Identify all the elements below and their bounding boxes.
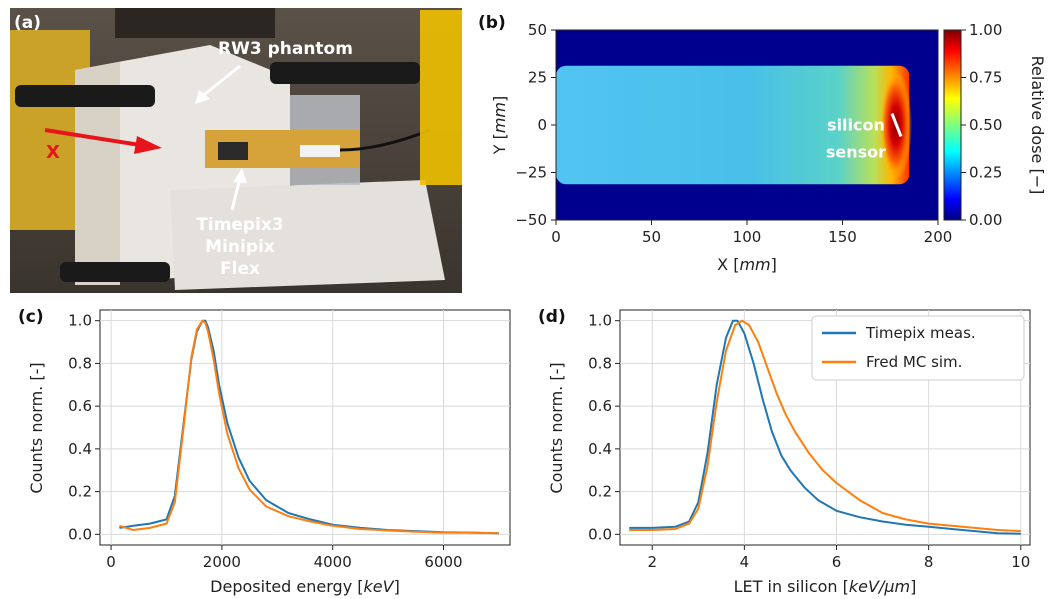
heatmap-x-tick-label: 150 [828,228,857,246]
sensor-chip [218,142,248,160]
panel-b-heatmap: (b) silicon sensor 0 50 100 150 200 50 25 0 −25… [478,13,1047,274]
panel-c-grid [100,310,510,545]
panel-d-y-axis-label: Counts norm. [-] [547,362,566,493]
heatmap-y-ticks: 50 25 0 −25 −50 [515,21,556,229]
yellow-support [420,10,462,185]
x-tick-label: 2 [647,553,657,571]
beam-axis-arrow-head [134,136,162,154]
colorbar-tick-label: 0.75 [969,69,1002,87]
y-tick-label: 0.6 [588,397,612,415]
detector-pointer-head [233,168,247,183]
heatmap-x-axis-label: X [mm] [717,255,777,274]
phantom-pointer-head [195,90,210,104]
colorbar [943,29,962,221]
clamp-left [15,85,155,107]
colorbar-label: Relative dose [−] [1028,56,1047,195]
x-tick-label: 4 [740,553,750,571]
panel-b-label: (b) [478,13,506,33]
heatmap-x-tick-label: 0 [551,228,561,246]
panel-c-axes [99,309,511,546]
y-tick-label: 0.8 [68,354,92,372]
clamp-right [270,62,420,84]
y-tick-label: 0.6 [68,397,92,415]
beam-edge-fade [556,65,910,185]
fred-series-line [119,319,499,535]
detector-pointer-arrow [230,177,242,211]
y-tick-label: 0.4 [68,440,92,458]
phantom-pointer-arrow [199,64,241,100]
colorbar-tick-label: 1.00 [969,21,1002,39]
dark-equipment [115,8,275,38]
panel-d-series [629,319,1021,535]
heatmap-y-tick-label: 25 [528,69,547,87]
panel-c-ticks: 0 2000 4000 6000 0.0 0.2 0.4 0.6 0.8 1.0 [68,312,462,571]
y-tick-label: 0.0 [68,525,92,543]
heatmap-y-tick-label: 50 [528,21,547,39]
panel-c-label: (c) [18,307,44,327]
fred-series-line [629,319,1021,533]
sensor-label: sensor [826,142,886,161]
legend-box [811,315,1025,381]
heatmap-x-tick-label: 50 [642,228,661,246]
timepix-series-line [629,319,1021,535]
heatmap-x-tick-label: 100 [733,228,762,246]
beam-axis-arrow [44,128,141,147]
y-tick-label: 0.0 [588,525,612,543]
heatmap-y-axis-label: Y [mm] [490,96,509,156]
y-tick-label: 0.8 [588,354,612,372]
legend: Timepix meas. Fred MC sim. [811,315,1025,381]
y-tick-label: 1.0 [68,312,92,330]
detector-label-line3: Flex [220,259,260,279]
panel-d-chart: (d) 2 4 6 8 10 0.0 0.2 0.4 0.6 0.8 1.0 LET in sili… [538,307,1031,596]
y-tick-label: 0.4 [588,440,612,458]
colorbar-tick-label: 0.00 [969,211,1002,229]
y-tick-label: 0.2 [588,483,612,501]
readout-connector [300,145,340,157]
x-axis-label: X [46,142,60,163]
x-tick-label: 6 [832,553,842,571]
lower-phantom-block [170,180,445,290]
silicon-sensor-marker [890,113,903,137]
colorbar-tick-label: 0.25 [969,164,1002,182]
y-tick-label: 1.0 [588,312,612,330]
panel-d-ticks: 2 4 6 8 10 0.0 0.2 0.4 0.6 0.8 1.0 [588,312,1030,571]
panel-c-x-axis-label: Deposited energy [keV] [210,577,400,596]
colorbar-tick-label: 0.50 [969,116,1002,134]
x-tick-label: 4000 [314,553,352,571]
phantom-side-stack [75,62,120,285]
x-tick-label: 8 [924,553,934,571]
legend-fred-label: Fred MC sim. [866,353,962,371]
heatmap-x-tick-label: 200 [924,228,953,246]
clamp-bottom [60,262,170,282]
heatmap-x-ticks: 0 50 100 150 200 [551,220,952,246]
rw3-phantom-label: RW3 phantom [218,39,353,59]
detector-label-line2: Minipix [205,237,275,257]
legend-timepix-label: Timepix meas. [865,324,976,342]
heatmap-y-tick-label: −25 [515,164,547,182]
x-tick-label: 0 [106,553,116,571]
heatmap-y-tick-label: −50 [515,211,547,229]
x-tick-label: 6000 [424,553,462,571]
panel-d-label: (d) [538,307,566,327]
silicon-label: silicon [827,116,885,135]
y-tick-label: 0.2 [68,483,92,501]
panel-d-x-axis-label: LET in silicon [keV/µm] [734,577,917,596]
x-tick-label: 10 [1011,553,1030,571]
panel-a-photo: (a) RW3 phantom X Timepix3 Minipix Flex [10,8,462,293]
colorbar-ticks: 1.00 0.75 0.50 0.25 0.00 [961,21,1002,229]
detector-label-line1: Timepix3 [196,215,283,235]
panel-a-label: (a) [14,13,41,33]
heatmap-y-tick-label: 0 [537,116,547,134]
panel-c-chart: (c) 0 2000 4000 6000 0.0 0.2 0.4 0.6 0.8 1.0 Depo… [18,307,511,596]
panel-c-y-axis-label: Counts norm. [-] [27,362,46,493]
panel-c-series [119,319,499,535]
x-tick-label: 2000 [203,553,241,571]
